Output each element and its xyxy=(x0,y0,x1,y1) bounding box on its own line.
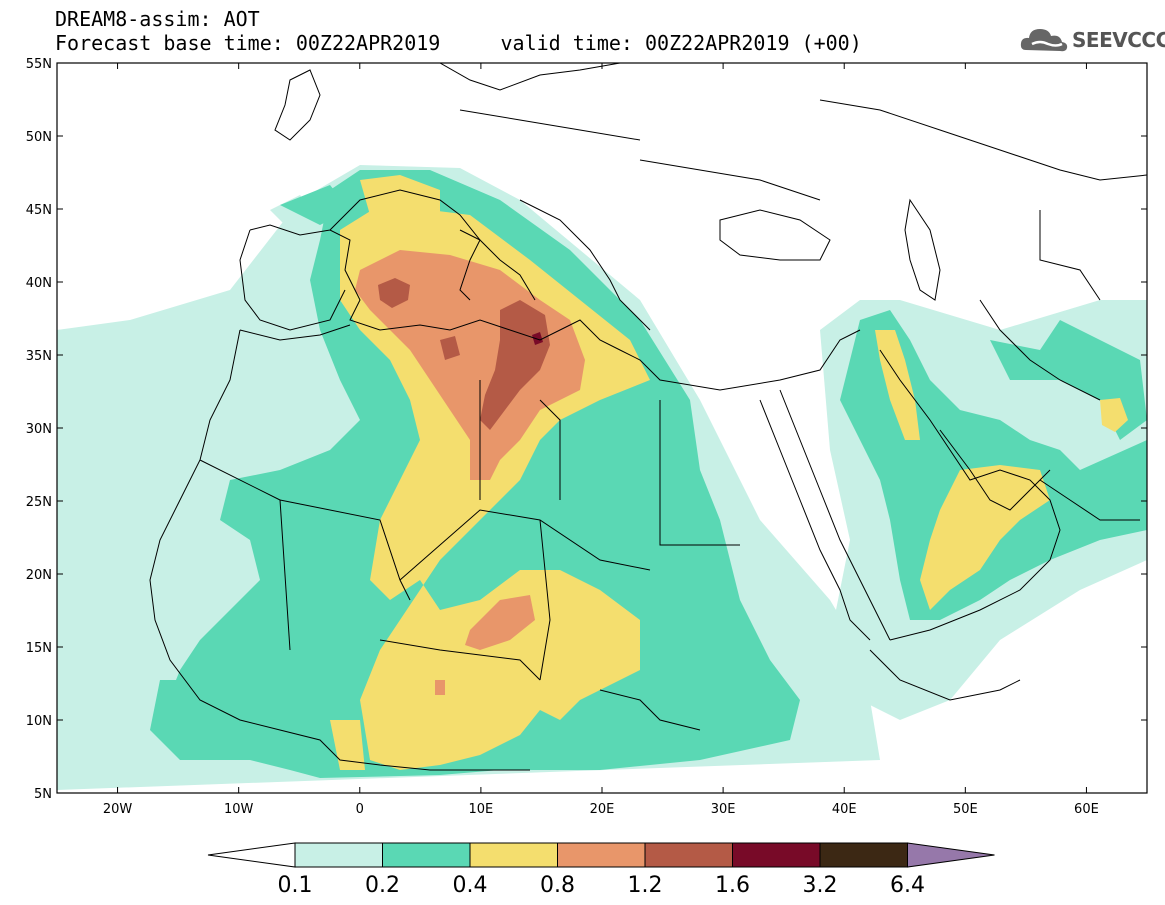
lat-tick-label: 40N xyxy=(26,276,52,291)
lon-tick-label: 40E xyxy=(832,802,857,817)
forecast-time-subtitle: Forecast base time: 00Z22APR2019 valid t… xyxy=(55,31,862,55)
lat-tick-label: 55N xyxy=(26,57,52,72)
lon-tick-label: 10E xyxy=(469,802,494,817)
lat-tick-label: 5N xyxy=(34,787,52,802)
lat-tick-label: 45N xyxy=(26,203,52,218)
lon-tick-label: 20W xyxy=(103,802,133,817)
chart-title: DREAM8-assim: AOT xyxy=(55,7,260,31)
colorbar-over-triangle xyxy=(907,842,995,868)
colorbar-swatch xyxy=(469,842,558,868)
colorbar: 0.1 0.2 0.4 0.8 1.2 1.6 3.2 6.4 xyxy=(207,842,995,898)
colorbar-swatch xyxy=(382,842,471,868)
aot-1.2-region xyxy=(378,278,550,430)
lat-tick-label: 35N xyxy=(26,349,52,364)
lon-tick-label: 50E xyxy=(953,802,978,817)
longitude-axis: 20W 10W 0 10E 20E 30E 40E 50E 60E xyxy=(103,63,1099,817)
colorbar-label: 1.2 xyxy=(628,873,663,898)
aot-1.6-region xyxy=(532,332,543,345)
coastlines-borders xyxy=(149,63,1147,771)
colorbar-label: 1.6 xyxy=(715,873,750,898)
colorbar-under-triangle xyxy=(207,842,296,868)
colorbar-label: 0.4 xyxy=(453,873,488,898)
lon-tick-label: 30E xyxy=(711,802,736,817)
colorbar-label: 0.1 xyxy=(278,873,313,898)
cloud-icon xyxy=(1020,29,1068,52)
latitude-axis: 55N 50N 45N 40N 35N 30N 25N 20N 15N 10N 5N xyxy=(26,57,1147,802)
lat-tick-label: 30N xyxy=(26,422,52,437)
lat-tick-label: 15N xyxy=(26,641,52,656)
colorbar-label: 0.2 xyxy=(365,873,400,898)
colorbar-swatch xyxy=(732,842,821,868)
colorbar-label: 0.8 xyxy=(540,873,575,898)
lat-tick-label: 10N xyxy=(26,714,52,729)
lat-tick-label: 50N xyxy=(26,130,52,145)
seevccc-logo: SEEVCCC xyxy=(1018,20,1165,60)
colorbar-swatch xyxy=(819,842,908,868)
colorbar-swatch xyxy=(294,842,383,868)
lon-tick-label: 20E xyxy=(590,802,615,817)
lon-tick-label: 10W xyxy=(224,802,254,817)
lon-tick-label: 60E xyxy=(1074,802,1099,817)
lat-tick-label: 20N xyxy=(26,568,52,583)
colorbar-swatch xyxy=(644,842,733,868)
colorbar-swatch xyxy=(557,842,646,868)
colorbar-label: 3.2 xyxy=(803,873,838,898)
aot-field xyxy=(57,63,1147,793)
lat-tick-label: 25N xyxy=(26,495,52,510)
lon-tick-label: 0 xyxy=(356,802,364,817)
logo-text: SEEVCCC xyxy=(1072,28,1165,52)
colorbar-label: 6.4 xyxy=(890,873,925,898)
